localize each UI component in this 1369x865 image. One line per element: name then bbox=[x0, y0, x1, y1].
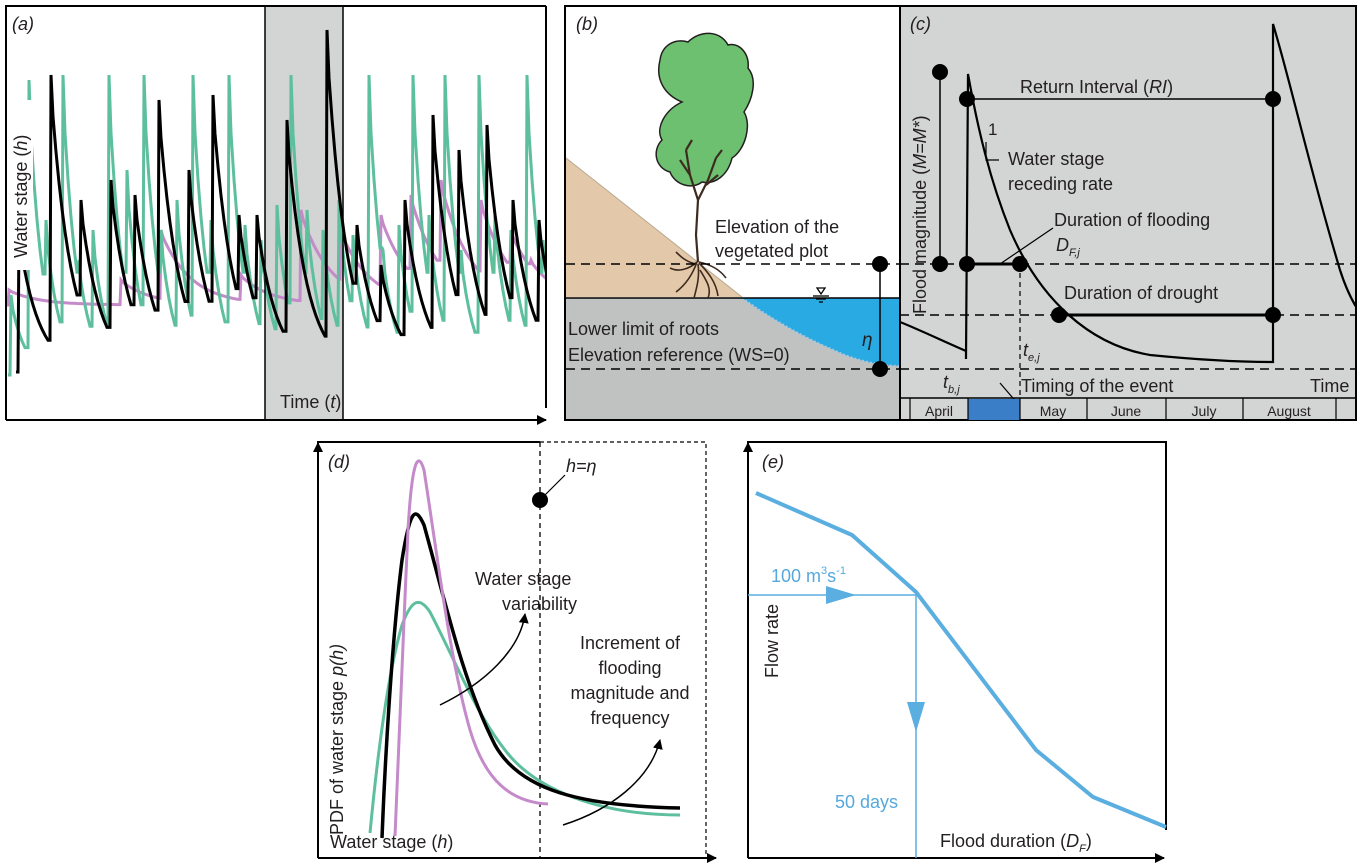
duration-leader bbox=[999, 227, 1054, 265]
timing-label: Timing of the event bbox=[1021, 376, 1173, 396]
frame-d-dashed bbox=[540, 441, 707, 858]
month-may: May bbox=[1040, 403, 1066, 419]
series-green-line bbox=[8, 74, 546, 377]
month-july: July bbox=[1192, 403, 1217, 419]
variability-label-1: Water stage bbox=[475, 569, 571, 589]
flow-guide-arrow-v bbox=[907, 702, 925, 732]
duration-drought-label: Duration of drought bbox=[1064, 283, 1218, 303]
month-august: August bbox=[1267, 403, 1311, 419]
roots-label: Lower limit of roots bbox=[568, 319, 719, 339]
panel-e-label: (e) bbox=[762, 452, 784, 472]
eta-top-dot bbox=[872, 256, 888, 272]
ylabel-c: Flood magnitude (M=M*) bbox=[910, 115, 930, 314]
tree bbox=[655, 32, 754, 299]
panel-b-label: (b) bbox=[576, 14, 598, 34]
xlabel-e: Flood duration (DF) bbox=[940, 831, 1092, 855]
water-body bbox=[742, 298, 900, 366]
panel-d: (d) h=η PDF of water stage p(h) Water st… bbox=[313, 441, 717, 863]
increment-label-2: flooding bbox=[598, 658, 661, 678]
flow-duration-curve bbox=[755, 491, 1167, 829]
panel-e: (e) 100 m3s-1 50 days Flow rate Flood du… bbox=[743, 441, 1167, 863]
increment-label-4: frequency bbox=[590, 708, 669, 728]
ri-right-dot bbox=[1265, 91, 1281, 107]
month-ticks bbox=[909, 398, 1337, 420]
pdf-black bbox=[380, 512, 681, 839]
ylabel-d: PDF of water stage p(h) bbox=[327, 644, 347, 835]
eta-leader-d bbox=[539, 474, 566, 501]
panel-c-label: (c) bbox=[910, 14, 931, 34]
pdf-purple bbox=[393, 459, 549, 837]
h-eta-label: h=η bbox=[566, 456, 597, 476]
increment-label-1: Increment of bbox=[580, 633, 681, 653]
elevation-plot-label-2: vegetated plot bbox=[715, 241, 828, 261]
ylabel-a: Water stage (h) bbox=[11, 135, 31, 258]
flow-guide-arrow-h bbox=[826, 586, 856, 604]
roots bbox=[669, 251, 727, 299]
water-surface-symbol bbox=[813, 287, 829, 303]
variability-label-2: variability bbox=[502, 594, 577, 614]
panel-a: (a) Water stage (h) Time (t) bbox=[5, 5, 547, 425]
panel-c-frame bbox=[899, 5, 1357, 421]
bank-slope bbox=[565, 157, 743, 298]
increment-arrow bbox=[562, 739, 663, 826]
magnitude-bottom-dot bbox=[932, 256, 948, 272]
return-interval-label: Return Interval (RI) bbox=[1020, 77, 1173, 97]
te-label: te,j bbox=[1023, 340, 1040, 364]
eta-label: η bbox=[862, 330, 873, 351]
receding-label-2: receding rate bbox=[1008, 174, 1113, 194]
series-black-line bbox=[16, 29, 546, 374]
ylabel-bg bbox=[8, 100, 33, 270]
increment-label-3: magnitude and bbox=[570, 683, 689, 703]
magnitude-top-dot bbox=[932, 64, 948, 80]
receding-label-1: Water stage bbox=[1008, 149, 1104, 169]
reference-label: Elevation reference (WS=0) bbox=[568, 345, 790, 365]
drought-end-dot bbox=[1265, 307, 1281, 323]
drought-start-dot bbox=[1051, 307, 1067, 323]
panel-c: (c) Flood magnitude (M=M*) Return Interv… bbox=[899, 5, 1357, 421]
panel-a-label: (a) bbox=[12, 14, 34, 34]
axes-frame-a bbox=[5, 5, 546, 420]
slope-one-label: 1 bbox=[988, 120, 997, 139]
duration-flooding-label: Duration of flooding bbox=[1054, 210, 1210, 230]
xlabel-d: Water stage (h) bbox=[330, 832, 453, 852]
month-june: June bbox=[1111, 403, 1142, 419]
flood-end-dot bbox=[1012, 256, 1028, 272]
days-label: 50 days bbox=[835, 792, 898, 812]
elevation-plot-label-1: Elevation of the bbox=[715, 217, 839, 237]
ylabel-e: Flow rate bbox=[762, 604, 782, 678]
panel-b: (b) Elevation of the vegetated plot Lowe… bbox=[564, 5, 901, 421]
tree-crown bbox=[655, 32, 754, 187]
frame-e bbox=[747, 441, 1167, 858]
flow-value-label: 100 m3s-1 bbox=[771, 565, 846, 586]
panel-d-label: (d) bbox=[328, 452, 350, 472]
eta-bottom-dot bbox=[872, 361, 888, 377]
xlabel-a: Time (t) bbox=[280, 392, 341, 412]
month-april: April bbox=[925, 403, 953, 419]
time-label-c: Time bbox=[1310, 376, 1349, 396]
tb-label: tb,j bbox=[943, 372, 960, 396]
slope-triangle bbox=[985, 142, 999, 161]
event-timing-block bbox=[968, 399, 1020, 420]
df-symbol: DF,j bbox=[1056, 235, 1080, 259]
variability-arrow bbox=[439, 613, 529, 706]
flood-start-dot bbox=[959, 256, 975, 272]
hydrograph-line bbox=[900, 23, 1356, 364]
ri-left-dot bbox=[959, 91, 975, 107]
